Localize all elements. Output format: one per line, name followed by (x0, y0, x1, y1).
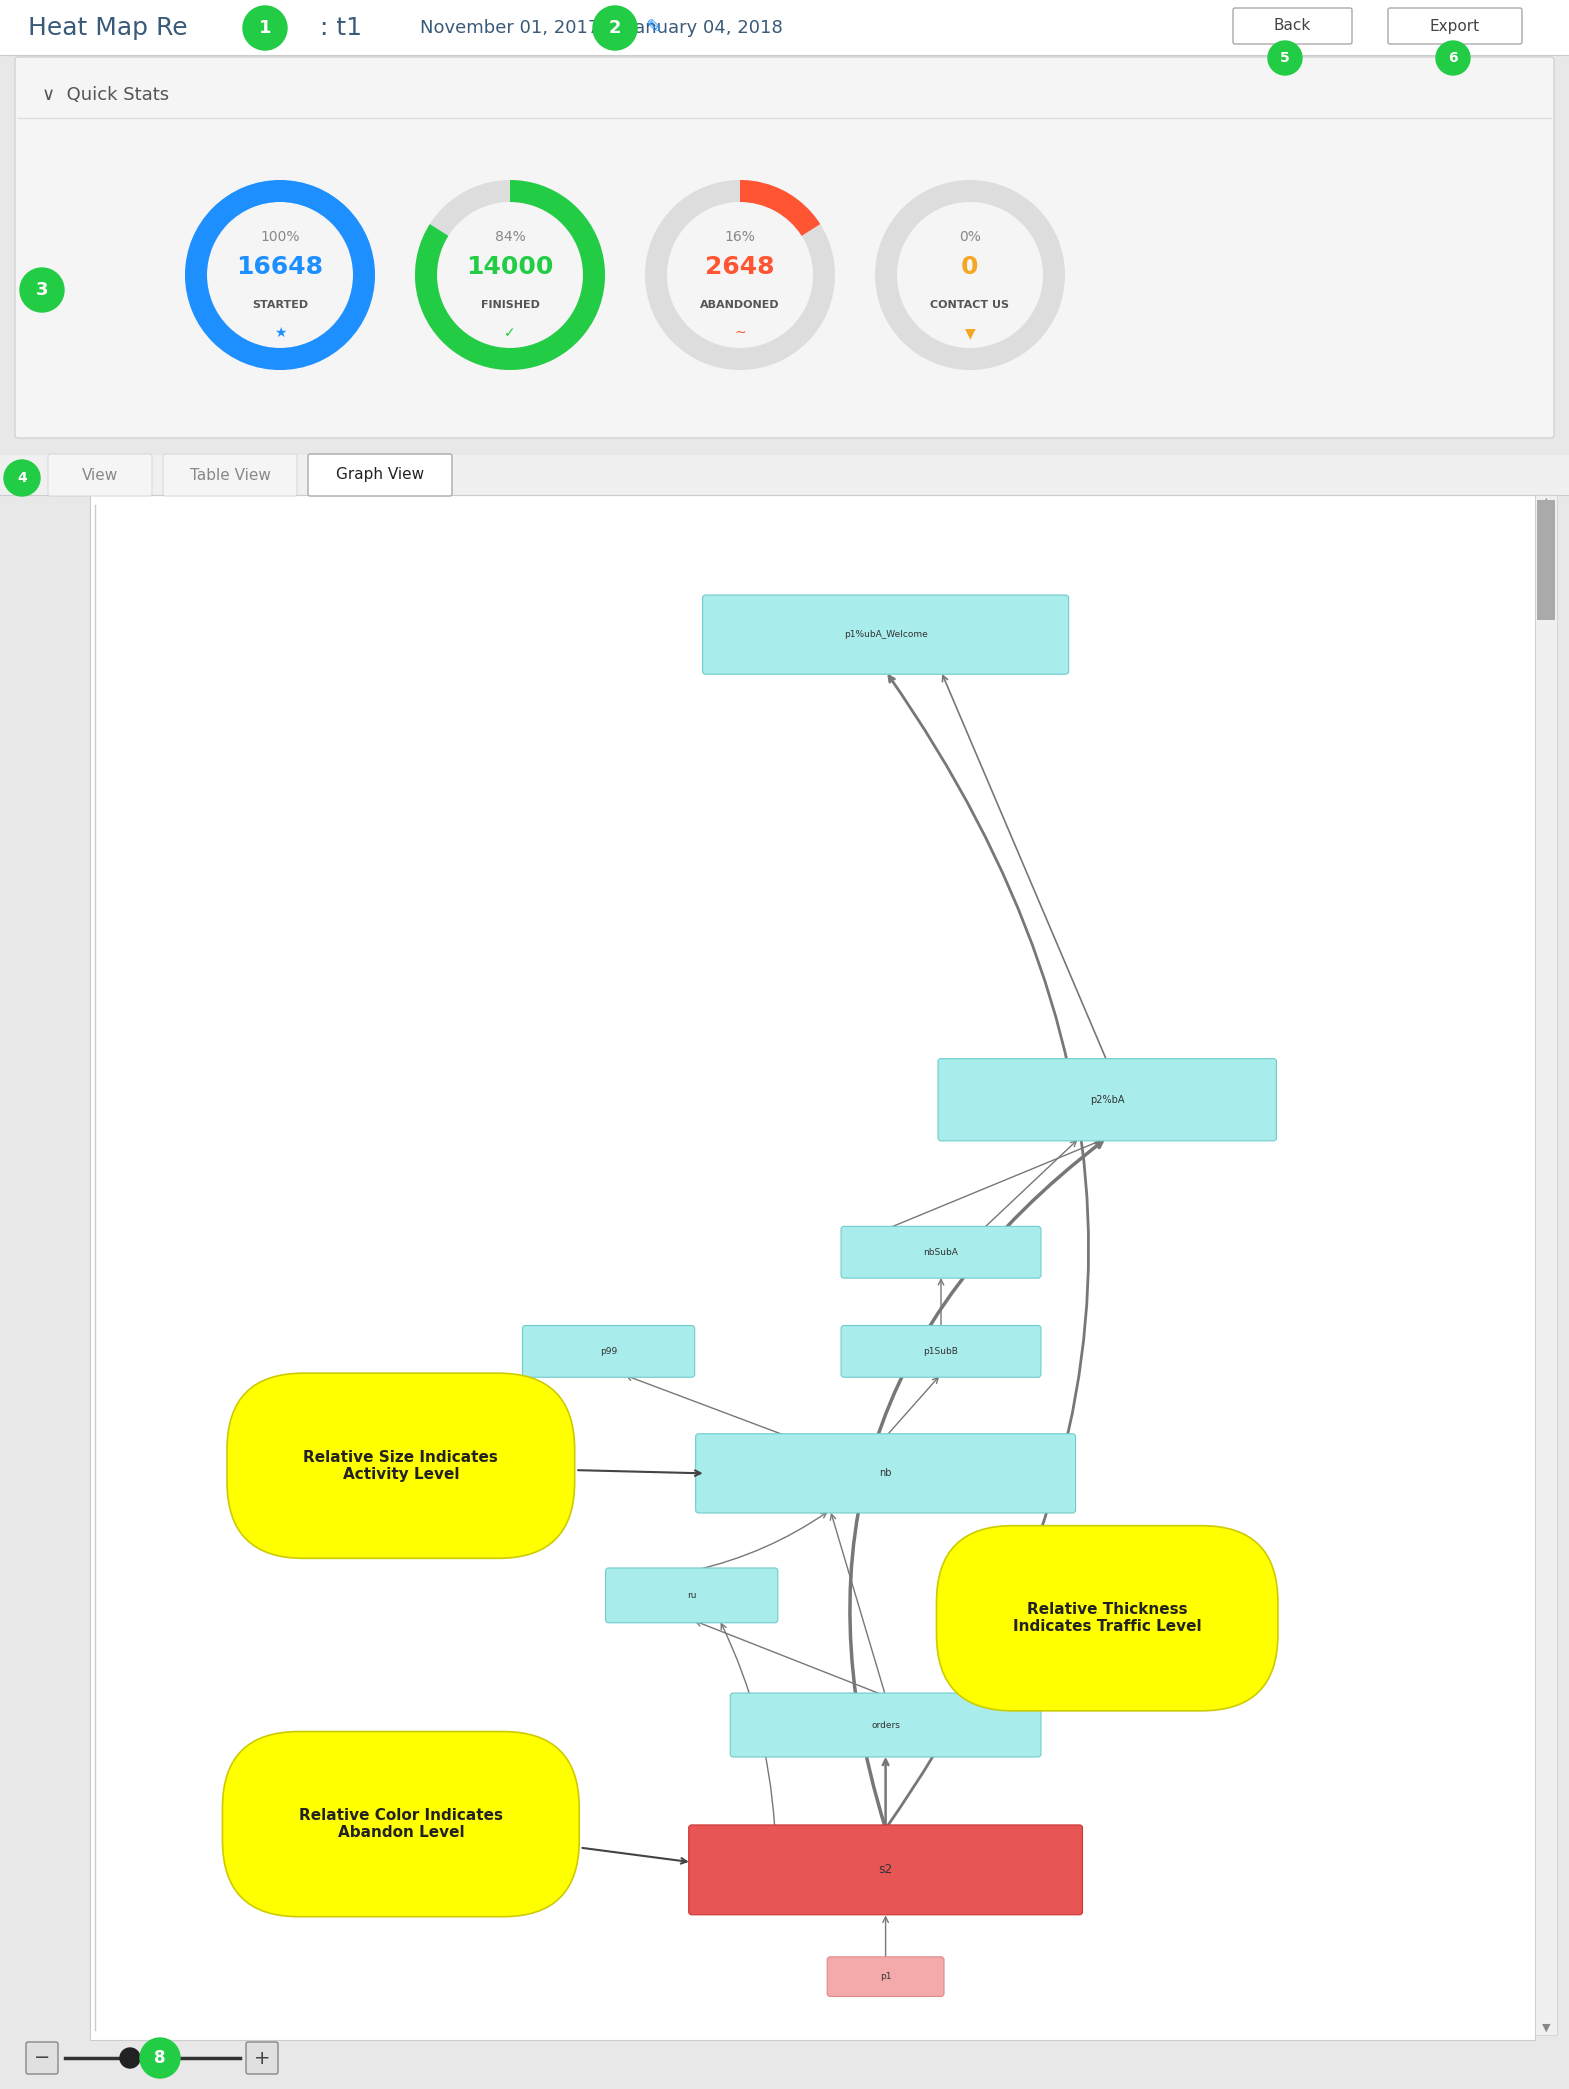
Text: 2: 2 (609, 19, 621, 38)
Text: ∨  Quick Stats: ∨ Quick Stats (42, 86, 169, 104)
Bar (89, 495, 1534, 2041)
Text: Table View: Table View (190, 468, 270, 483)
Text: p99: p99 (599, 1347, 617, 1356)
Text: 0: 0 (962, 255, 979, 280)
FancyBboxPatch shape (16, 56, 1553, 439)
FancyBboxPatch shape (695, 1433, 1076, 1512)
Text: 16%: 16% (725, 230, 755, 244)
Wedge shape (414, 180, 606, 370)
Text: 84%: 84% (494, 230, 526, 244)
FancyBboxPatch shape (27, 2043, 58, 2074)
Wedge shape (185, 180, 375, 370)
Text: Export: Export (1429, 19, 1480, 33)
Text: nbSubA: nbSubA (924, 1247, 959, 1258)
Text: ABANDONED: ABANDONED (700, 301, 780, 309)
Text: ru: ru (687, 1592, 697, 1600)
FancyBboxPatch shape (703, 595, 1068, 675)
Text: p2%bA: p2%bA (1090, 1095, 1125, 1105)
Circle shape (1436, 42, 1470, 75)
Text: 100%: 100% (260, 230, 300, 244)
Wedge shape (645, 180, 835, 370)
FancyBboxPatch shape (163, 453, 297, 495)
FancyBboxPatch shape (1389, 8, 1522, 44)
Text: ▲: ▲ (1542, 497, 1550, 508)
Text: nb: nb (879, 1469, 891, 1479)
Text: Heat Map Re: Heat Map Re (28, 17, 188, 40)
Bar (0, 0, 1569, 54)
FancyBboxPatch shape (606, 1569, 778, 1623)
Text: 0%: 0% (959, 230, 981, 244)
Text: 16648: 16648 (237, 255, 323, 280)
Text: 4: 4 (17, 470, 27, 485)
FancyBboxPatch shape (827, 1957, 945, 1997)
FancyBboxPatch shape (689, 1826, 1083, 1916)
Text: 6: 6 (1448, 50, 1458, 65)
Text: ▼: ▼ (1542, 2022, 1550, 2033)
Text: p1: p1 (880, 1972, 891, 1980)
Text: : t1: : t1 (320, 17, 362, 40)
FancyBboxPatch shape (938, 1059, 1277, 1141)
FancyBboxPatch shape (841, 1327, 1040, 1377)
Text: 5: 5 (1280, 50, 1290, 65)
Circle shape (1268, 42, 1302, 75)
Text: ~: ~ (734, 326, 745, 341)
Circle shape (20, 267, 64, 311)
Wedge shape (414, 180, 606, 370)
Text: ✎: ✎ (645, 19, 662, 38)
Text: orders: orders (871, 1721, 901, 1730)
Circle shape (5, 460, 39, 495)
Text: CONTACT US: CONTACT US (930, 301, 1009, 309)
FancyBboxPatch shape (841, 1226, 1040, 1278)
Circle shape (593, 6, 637, 50)
FancyBboxPatch shape (1233, 8, 1352, 44)
FancyBboxPatch shape (308, 453, 452, 495)
Text: FINISHED: FINISHED (480, 301, 540, 309)
Bar (1538, 499, 1555, 620)
Text: STARTED: STARTED (253, 301, 308, 309)
Text: p1%ubA_Welcome: p1%ubA_Welcome (844, 631, 927, 639)
Text: November 01, 2017 — January 04, 2018: November 01, 2017 — January 04, 2018 (420, 19, 783, 38)
Circle shape (119, 2047, 140, 2068)
Text: 8: 8 (154, 2049, 166, 2066)
Text: ✓: ✓ (504, 326, 516, 341)
Text: p1SubB: p1SubB (924, 1347, 959, 1356)
Text: Back: Back (1274, 19, 1310, 33)
FancyBboxPatch shape (730, 1692, 1040, 1757)
Text: Relative Size Indicates
Activity Level: Relative Size Indicates Activity Level (303, 1450, 700, 1481)
Text: 14000: 14000 (466, 255, 554, 280)
Text: View: View (82, 468, 118, 483)
Wedge shape (876, 180, 1065, 370)
FancyBboxPatch shape (49, 453, 152, 495)
Text: 1: 1 (259, 19, 271, 38)
FancyBboxPatch shape (246, 2043, 278, 2074)
Circle shape (243, 6, 287, 50)
Text: 2648: 2648 (704, 255, 775, 280)
Text: 3: 3 (36, 282, 49, 299)
Bar (1534, 495, 1556, 2035)
Bar (0, 455, 1569, 495)
Text: −: − (35, 2049, 50, 2068)
Text: s2: s2 (879, 1863, 893, 1876)
Text: Relative Color Indicates
Abandon Level: Relative Color Indicates Abandon Level (298, 1807, 687, 1863)
Text: Relative Thickness
Indicates Traffic Level: Relative Thickness Indicates Traffic Lev… (1001, 1598, 1202, 1634)
Wedge shape (185, 180, 375, 370)
FancyBboxPatch shape (522, 1327, 695, 1377)
Text: ★: ★ (273, 326, 286, 341)
Text: ▼: ▼ (965, 326, 976, 341)
Wedge shape (741, 180, 821, 236)
Circle shape (140, 2039, 180, 2079)
Text: +: + (254, 2049, 270, 2068)
Text: Graph View: Graph View (336, 468, 424, 483)
